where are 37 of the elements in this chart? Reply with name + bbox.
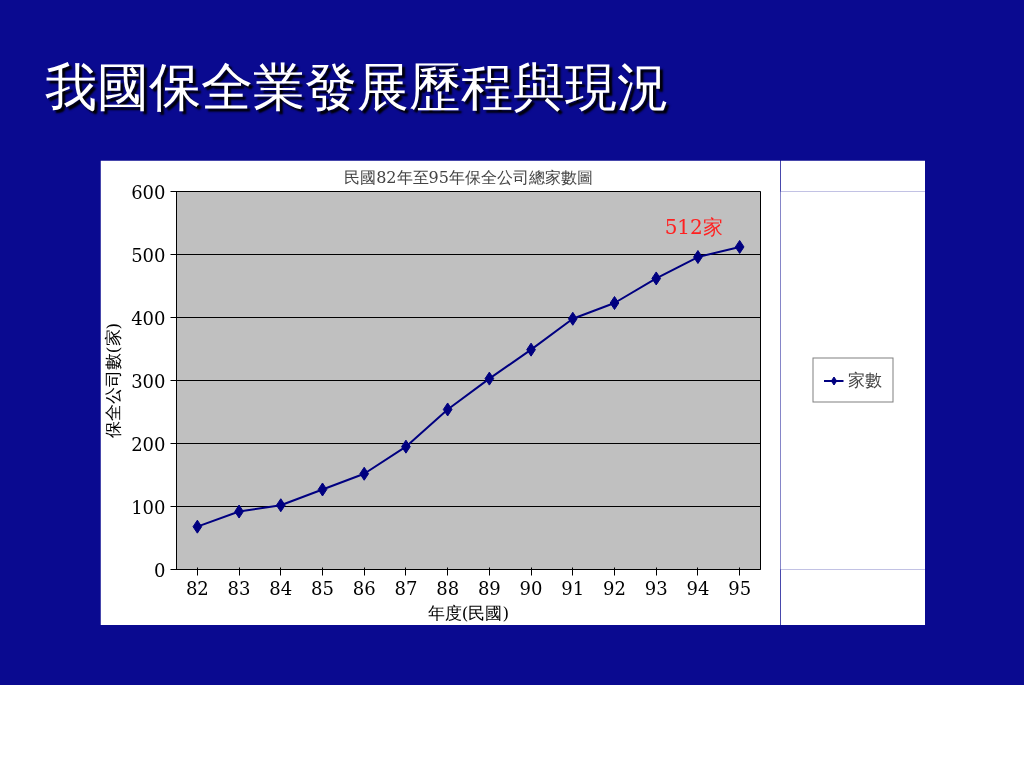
x-tick-label: 91 [561, 577, 585, 599]
x-tick-label: 82 [185, 577, 209, 599]
point [484, 371, 495, 386]
y-tick-label: 100 [131, 496, 166, 518]
x-tick-label: 83 [227, 577, 251, 599]
x-tick-label: 92 [603, 577, 626, 599]
point [192, 519, 203, 534]
point [275, 498, 286, 513]
x-tick-label: 84 [269, 577, 293, 599]
y-tick-label: 200 [131, 433, 166, 455]
chart-title: 我國保全業發展歷程與現況 [45, 56, 669, 119]
point [651, 271, 662, 286]
point [359, 466, 370, 481]
y-tick-label: 300 [131, 370, 166, 392]
annotation: 512家 [664, 214, 723, 239]
y-tick-label: 600 [131, 181, 166, 203]
x-axis-title: 年度(民國) [427, 602, 510, 623]
legend-label: 家數 [848, 368, 882, 392]
y-tick-label: 0 [154, 559, 166, 581]
y-tick-label: 500 [131, 244, 166, 266]
x-tick-label: 93 [644, 577, 668, 599]
x-tick-label: 87 [394, 577, 418, 599]
x-tick-label: 95 [728, 577, 752, 599]
y-axis-title: 保全公司數(家) [103, 322, 124, 439]
x-tick-label: 90 [519, 577, 543, 599]
x-tick-label: 89 [477, 577, 501, 599]
x-tick-label: 88 [436, 577, 460, 599]
x-tick-label: 86 [352, 577, 376, 599]
x-tick-label: 85 [311, 577, 334, 599]
point [567, 311, 578, 326]
x-tick-label: 94 [686, 577, 710, 599]
point [734, 239, 745, 254]
y-tick-label: 400 [131, 307, 166, 329]
point [442, 402, 453, 417]
point [609, 296, 620, 311]
point [317, 482, 328, 497]
chart-subtitle: 民國82年至95年保全公司總家數圖 [344, 167, 593, 187]
